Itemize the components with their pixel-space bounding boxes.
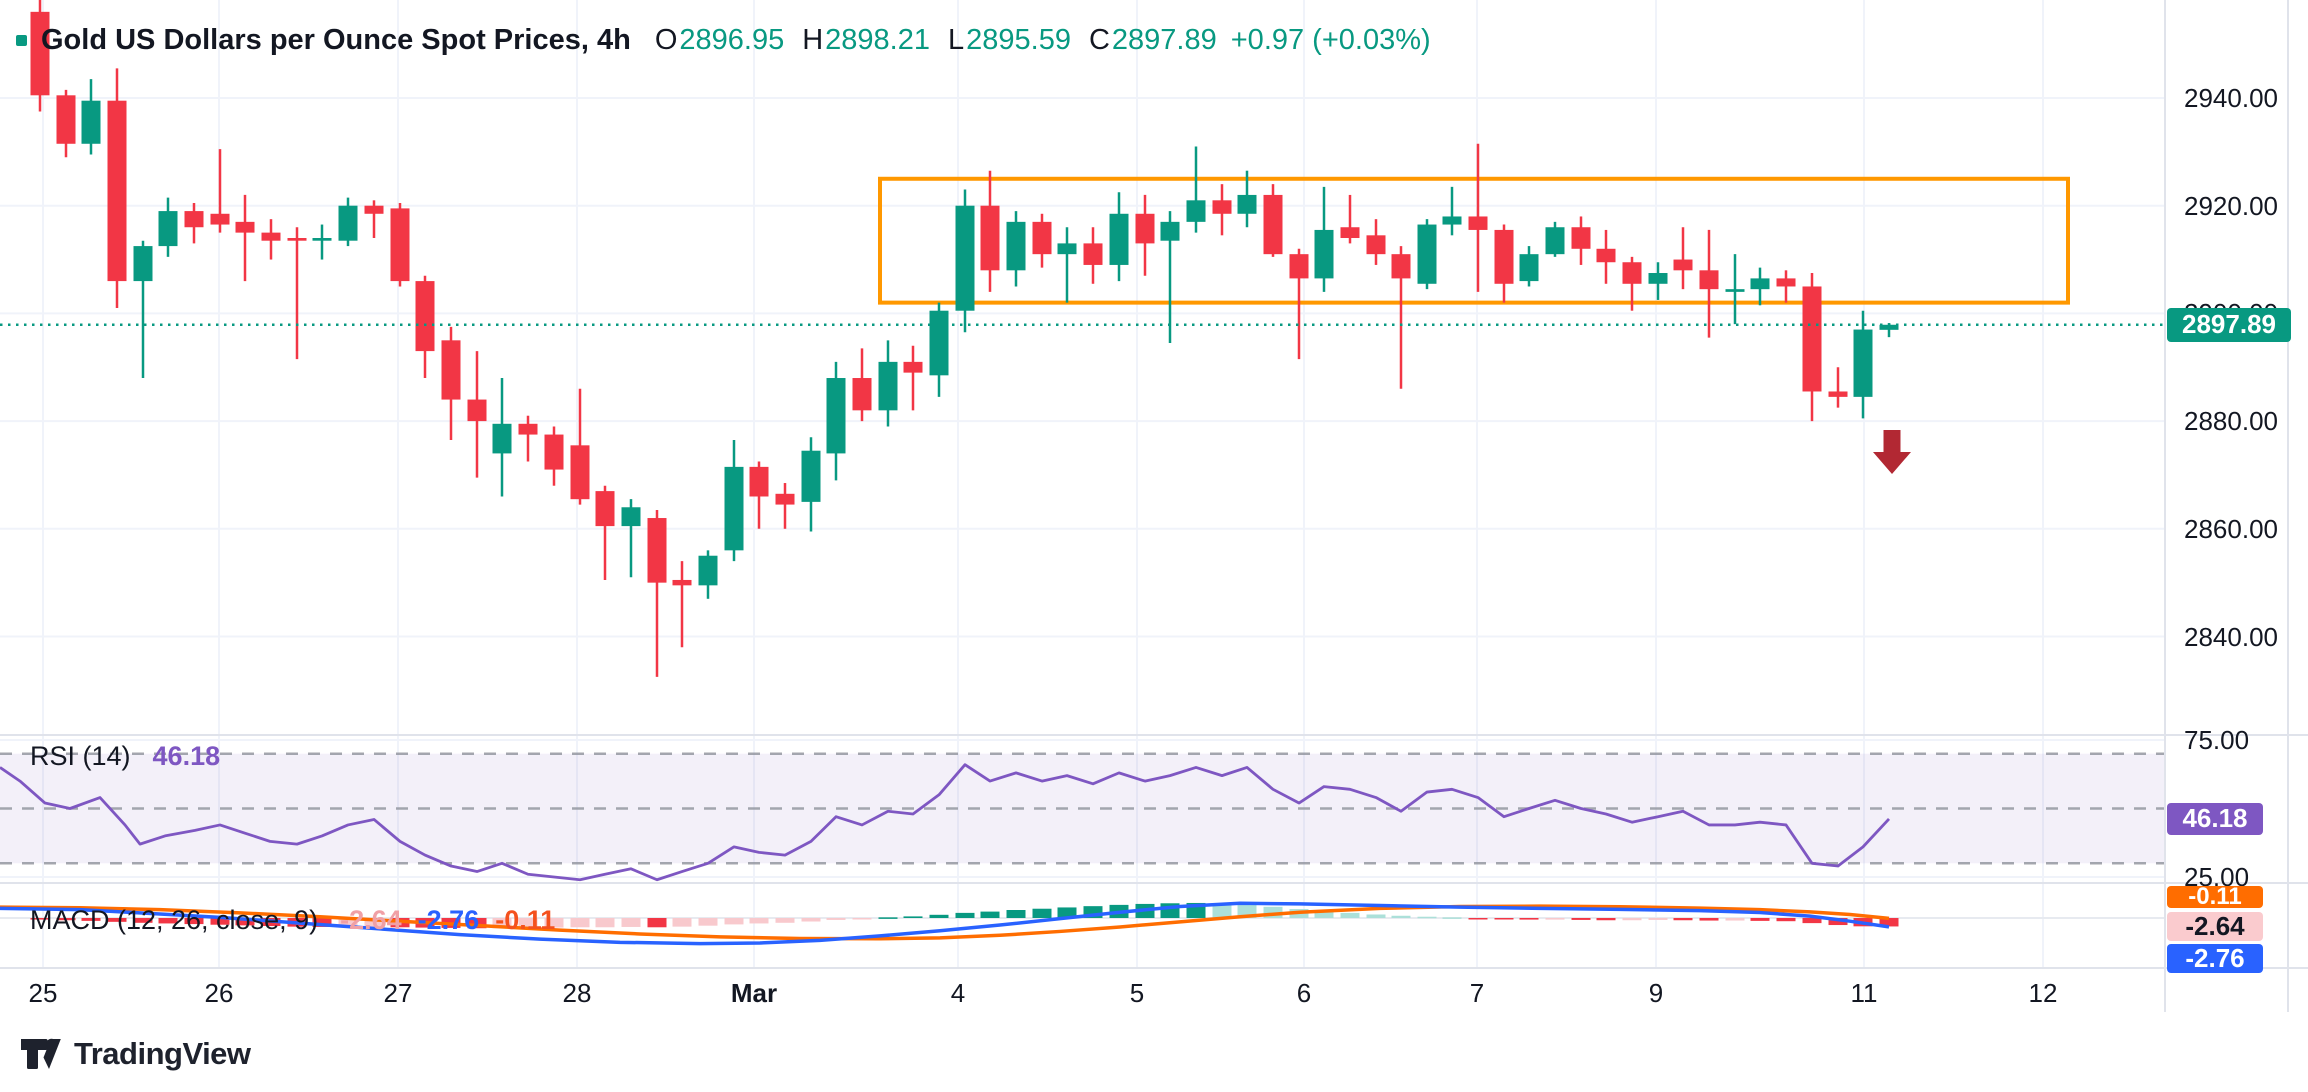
price-chart-canvas[interactable] — [0, 0, 2308, 1092]
tradingview-chart-app: Gold US Dollars per Ounce Spot Prices, 4… — [0, 0, 2308, 1092]
